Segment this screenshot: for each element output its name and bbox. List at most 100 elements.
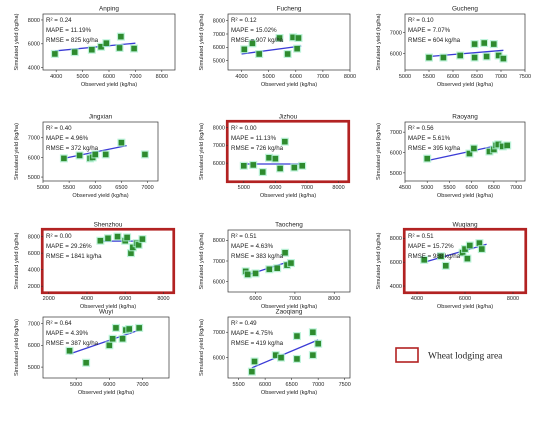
rmse-label: RMSE = 395 kg/ha	[408, 145, 461, 152]
y-axis-label: Simulated yield (kg/ha)	[376, 123, 382, 180]
mape-label: MAPE = 11.19%	[46, 27, 92, 34]
y-tick-label: 8000	[28, 235, 40, 241]
data-point	[142, 151, 148, 158]
panel-title: Zaoqiang	[276, 309, 303, 316]
data-point	[276, 35, 283, 41]
y-tick-label: 7000	[213, 143, 225, 149]
data-point	[103, 40, 110, 46]
x-tick-label: 7000	[312, 382, 324, 388]
data-point	[481, 40, 487, 46]
x-tick-label: 7000	[510, 185, 522, 191]
x-tick-label: 6000	[119, 296, 131, 302]
data-point	[426, 54, 432, 61]
rmse-label: RMSE = 604 kg/ha	[408, 37, 461, 44]
x-axis-label: Observed yield (kg/ha)	[81, 82, 137, 88]
plot-frame	[404, 121, 526, 182]
y-tick-label: 7000	[28, 321, 40, 327]
x-tick-label: 6000	[269, 185, 281, 191]
data-point	[284, 51, 291, 57]
x-axis-label: Observed yield (kg/ha)	[260, 193, 316, 199]
y-tick-label: 8000	[213, 19, 225, 25]
x-tick-label: 8000	[507, 296, 519, 302]
data-point	[114, 233, 121, 240]
x-tick-label: 7000	[129, 74, 141, 80]
mape-label: MAPE = 4.63%	[231, 243, 274, 250]
data-point	[116, 45, 123, 51]
y-tick-label: 6000	[213, 161, 225, 167]
x-tick-label: 5500	[443, 185, 455, 191]
scatter-panel-zaoqiang: Zaoqiang 5500 6000 6500 7000 7500 6000 7000 Obse…	[199, 309, 351, 397]
mape-label: MAPE = 15.72%	[408, 243, 454, 250]
data-point	[249, 40, 256, 47]
data-point	[274, 265, 280, 272]
x-axis-label: Observed yield (kg/ha)	[261, 390, 317, 396]
y-tick-label: 6000	[28, 343, 40, 349]
data-point	[266, 154, 272, 161]
scatter-panel-jingxian: Jingxian 5000 5500 6000 6500 7000 5000 6000 7000…	[14, 114, 159, 199]
lodging-frame	[225, 119, 351, 184]
y-tick-label: 7000	[390, 130, 402, 136]
rmse-label: RMSE = 726 kg/ha	[231, 145, 284, 152]
mape-label: MAPE = 7.07%	[408, 27, 451, 34]
scatter-panel-anping: Anping 4000 5000 6000 7000 8000 4000 6000 8000 Ob…	[14, 6, 176, 88]
x-tick-label: 5000	[37, 185, 49, 191]
y-tick-label: 7000	[28, 136, 40, 142]
y-axis-label: Simulated yield (kg/ha)	[14, 319, 20, 376]
data-point	[240, 163, 247, 169]
data-point	[105, 235, 111, 242]
y-axis-label: Simulated yield (kg/ha)	[199, 232, 205, 289]
legend-label: Wheat lodging area	[428, 352, 503, 362]
y-axis-label: Simulated yield (kg/ha)	[376, 13, 382, 70]
y-tick-label: 7000	[213, 32, 225, 38]
y-axis-label: Simulated yield (kg/ha)	[14, 232, 20, 289]
y-tick-label: 4000	[28, 268, 40, 274]
data-point	[119, 335, 126, 342]
data-point	[252, 270, 259, 277]
rmse-label: RMSE = 1841 kg/ha	[46, 253, 102, 260]
data-point	[139, 236, 146, 242]
y-tick-label: 7000	[390, 31, 402, 37]
data-point	[277, 165, 283, 172]
x-tick-label: 4500	[399, 185, 411, 191]
data-point	[499, 143, 506, 150]
data-point	[315, 340, 321, 347]
data-point	[124, 234, 130, 241]
data-point	[476, 240, 483, 246]
data-point	[471, 145, 477, 152]
data-point	[135, 242, 142, 248]
rmse-label: RMSE = 988 kg/ha	[408, 253, 461, 260]
data-point	[244, 271, 251, 278]
legend-lodging-swatch	[395, 347, 419, 363]
data-point	[467, 242, 473, 249]
data-point	[282, 249, 288, 256]
x-axis-label: Observed yield (kg/ha)	[72, 193, 128, 199]
x-axis-label: Observed yield (kg/ha)	[80, 304, 136, 310]
data-point	[443, 262, 449, 269]
data-point	[491, 41, 497, 47]
data-point	[118, 139, 125, 146]
x-tick-label: 8000	[328, 296, 340, 302]
data-point	[294, 333, 300, 339]
x-tick-label: 2000	[43, 296, 55, 302]
x-tick-label: 5500	[63, 185, 75, 191]
data-point	[495, 141, 502, 148]
panel-title: Taocheng	[275, 222, 303, 229]
data-point	[266, 266, 273, 273]
data-point	[250, 162, 257, 168]
data-point	[491, 146, 497, 153]
r-squared-label: R² = 0.00	[231, 125, 257, 132]
y-tick-label: 6000	[213, 356, 225, 362]
data-point	[479, 246, 485, 252]
y-tick-label: 6000	[28, 251, 40, 257]
plot-frame	[42, 229, 174, 293]
x-tick-label: 4000	[81, 296, 93, 302]
r-squared-label: R² = 0.49	[231, 320, 257, 327]
y-axis-label: Simulated yield (kg/ha)	[14, 123, 20, 180]
y-tick-label: 7000	[213, 330, 225, 336]
rmse-label: RMSE = 383 kg/ha	[231, 253, 284, 260]
regression-line	[241, 45, 302, 55]
r-squared-label: R² = 0.40	[46, 125, 72, 132]
y-tick-label: 4000	[28, 66, 40, 72]
